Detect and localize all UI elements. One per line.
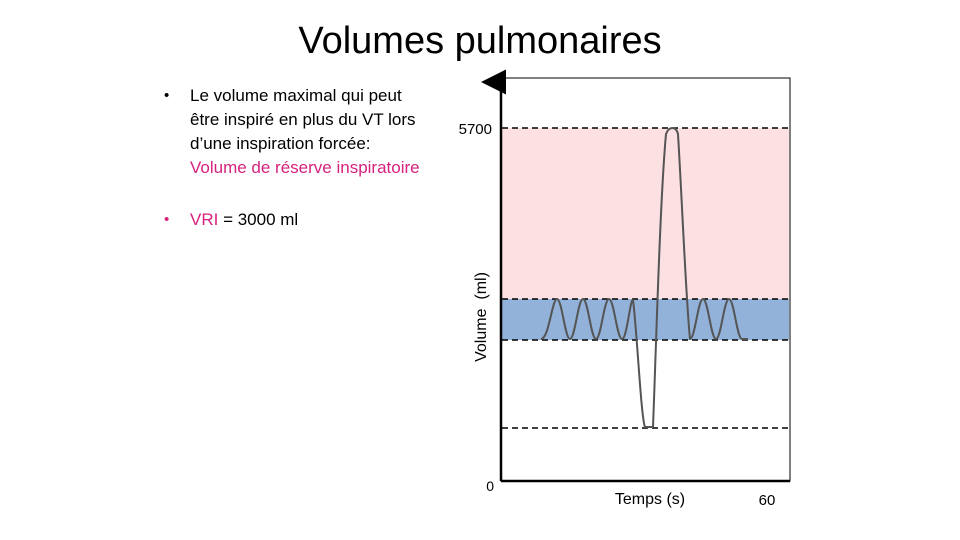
y-tick-zero: 0	[486, 478, 494, 494]
x-axis-label: Temps (s)	[615, 491, 685, 508]
bullet-dot-icon: •	[164, 87, 170, 104]
slide-title: Volumes pulmonaires	[298, 20, 662, 62]
vri-label: VRI	[190, 210, 219, 229]
x-tick-max: 60	[759, 492, 776, 509]
definition-text: Le volume maximal qui peut être inspiré …	[190, 86, 416, 153]
y-tick-max: 5700	[459, 121, 492, 138]
inspiratory-reserve-band	[502, 128, 789, 299]
bullet-dot-icon: •	[164, 211, 170, 228]
vri-value: = 3000 ml	[218, 210, 299, 229]
bullet-list: • Le volume maximal qui peut être inspir…	[160, 84, 430, 232]
definition-highlight: Volume de réserve inspiratoire	[190, 158, 420, 177]
bullet-value: • VRI = 3000 ml	[160, 208, 430, 232]
bullet-definition: • Le volume maximal qui peut être inspir…	[160, 84, 430, 180]
volume-trace	[540, 127, 748, 428]
y-axis-label: Volume (ml)	[473, 272, 490, 362]
